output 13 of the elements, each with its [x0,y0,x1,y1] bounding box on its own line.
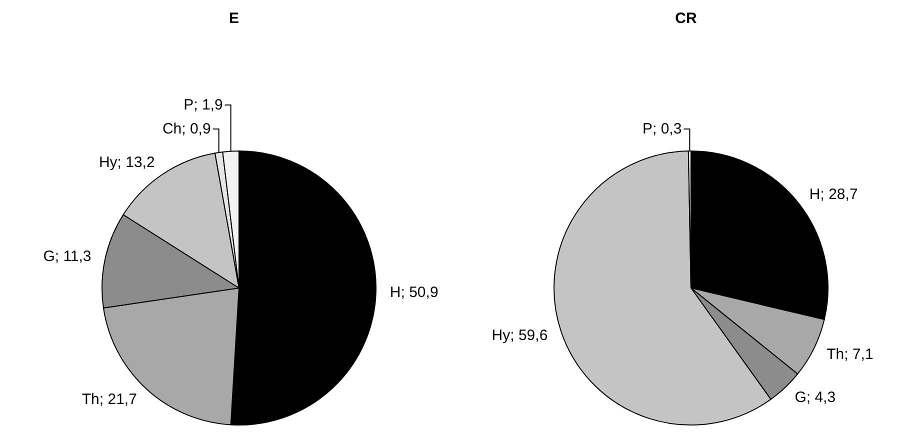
slice-label: Th; 21,7 [82,390,137,408]
slice-label: H; 28,7 [809,186,858,203]
chart-title: CR [674,10,698,27]
slice-label: G; 11,3 [43,248,92,266]
slice-label: P; 0,3 [642,120,682,138]
slice-label: Th; 7,1 [826,346,874,363]
slice-label: Hy; 59,6 [492,327,548,344]
slice-label: Hy; 13,2 [98,154,155,172]
chart-title: E [228,10,240,27]
slice-label: Ch; 0,9 [162,120,211,138]
slice-label: H; 50,9 [390,284,438,302]
slice-label: P; 1,9 [184,96,223,114]
slice-label: G; 4,3 [794,389,836,406]
